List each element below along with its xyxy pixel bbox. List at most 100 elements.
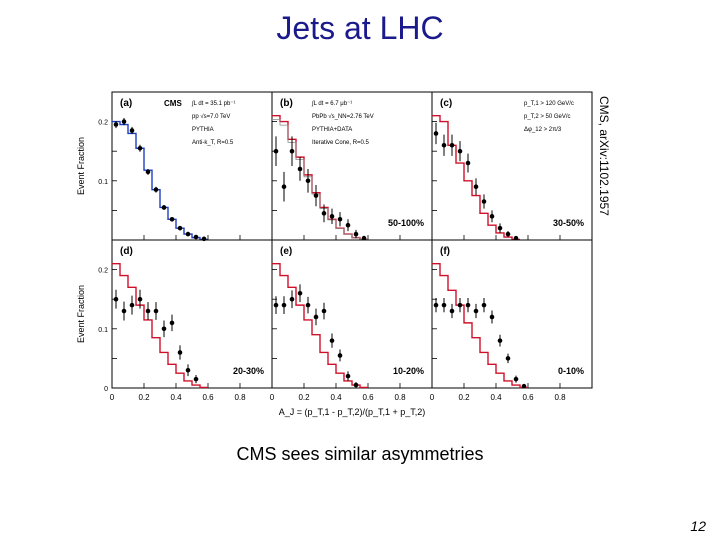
data-point [353,382,359,388]
x-tick-label: 0.8 [394,393,406,402]
y-tick-label: 0.1 [98,179,108,186]
legend-entry: ∫L dt = 6.7 μb⁻¹ [311,100,352,107]
data-point [337,216,343,222]
mc-step-line [432,114,520,241]
data-point [305,178,311,184]
data-point [129,128,135,133]
x-tick-label: 0.6 [362,393,374,402]
data-point [145,169,151,175]
data-point [481,199,487,204]
data-point [161,326,167,332]
centrality-label: 20-30% [233,366,264,376]
page-number: 12 [690,518,706,534]
legend-entry: pp √s=7.0 TeV [192,113,230,120]
data-point [473,184,479,190]
panel-label: (c) [440,98,452,109]
data-point [337,353,343,358]
legend-entry: p_T,2 > 50 GeV/c [524,114,571,120]
data-point [321,211,327,216]
x-tick-label: 0.2 [298,393,310,402]
data-point [441,302,447,308]
data-point [297,290,303,296]
legend-entry: Anti-k_T, R=0.5 [192,140,234,146]
data-point [305,302,311,308]
x-tick-label: 0.4 [170,393,182,402]
data-point [521,383,527,389]
slide-title: Jets at LHC [276,10,444,46]
data-point [281,302,287,308]
legend-entry: Iterative Cone, R=0.5 [312,140,370,146]
data-point [153,187,159,192]
data-point [289,148,295,154]
data-point [441,142,447,148]
y-tick-label: 0 [104,386,108,393]
data-point [297,166,303,172]
data-point [121,308,127,314]
data-point [505,231,511,237]
data-point [193,376,199,382]
legend-entry: PbPb √s_NN=2.76 TeV [312,113,374,120]
data-point [497,338,503,343]
centrality-label: 10-20% [393,366,424,376]
data-point [465,302,471,308]
x-tick-label: 0.4 [330,393,342,402]
data-point [273,148,279,154]
centrality-label: 30-50% [553,218,584,228]
reference-citation-wrapper: CMS, arXiv:1102.1957 [597,96,615,246]
mc-step-line [432,262,528,389]
data-point [345,222,351,228]
x-tick-label: 0.2 [458,393,470,402]
data-point [361,235,367,241]
data-point [193,234,199,240]
data-point [137,145,143,151]
data-point [137,296,143,302]
data-point [145,308,151,314]
data-point [489,214,495,219]
y-axis-title: Event Fraction [76,285,86,343]
mc-step-line [272,262,368,389]
x-tick-label: 0.6 [202,393,214,402]
data-point [473,308,479,314]
legend-entry: PYTHIA+DATA [312,127,352,133]
slide-caption: CMS sees similar asymmetries [236,444,484,464]
data-point [433,131,439,136]
data-point [513,235,519,241]
data-point [433,302,439,308]
data-point [153,308,159,314]
x-tick-label: 0 [270,393,275,402]
data-point [457,302,463,308]
panel-label: (f) [440,246,450,257]
y-tick-label: 0.1 [98,327,108,334]
data-point [281,184,287,190]
panel-label: (e) [280,246,292,257]
data-point [169,320,175,326]
data-point [185,231,191,237]
x-tick-label: 0.4 [490,393,502,402]
x-tick-label: 0.2 [138,393,150,402]
x-tick-label: 0.8 [554,393,566,402]
y-tick-label: 0.2 [98,120,108,127]
data-point [121,119,127,124]
data-point [313,193,319,198]
data-point [129,302,135,308]
data-point [169,216,175,222]
data-point [321,308,327,314]
data-point [457,148,463,154]
data-point [185,367,191,373]
data-point [329,338,335,343]
data-point [449,308,455,314]
data-point [113,122,119,127]
reference-citation: CMS, arXiv:1102.1957 [597,96,611,216]
data-point [161,205,167,210]
legend-entry: Δφ_12 > 2π/3 [524,127,562,133]
x-tick-label: 0 [430,393,435,402]
legend-entry: p_T,1 > 120 GeV/c [524,101,574,107]
data-point [329,214,335,219]
data-point [113,296,119,302]
panel-f [431,239,593,389]
legend-entry: PYTHIA [192,127,214,133]
panel-d [111,239,273,389]
data-point [273,302,279,308]
data-point [449,142,455,148]
